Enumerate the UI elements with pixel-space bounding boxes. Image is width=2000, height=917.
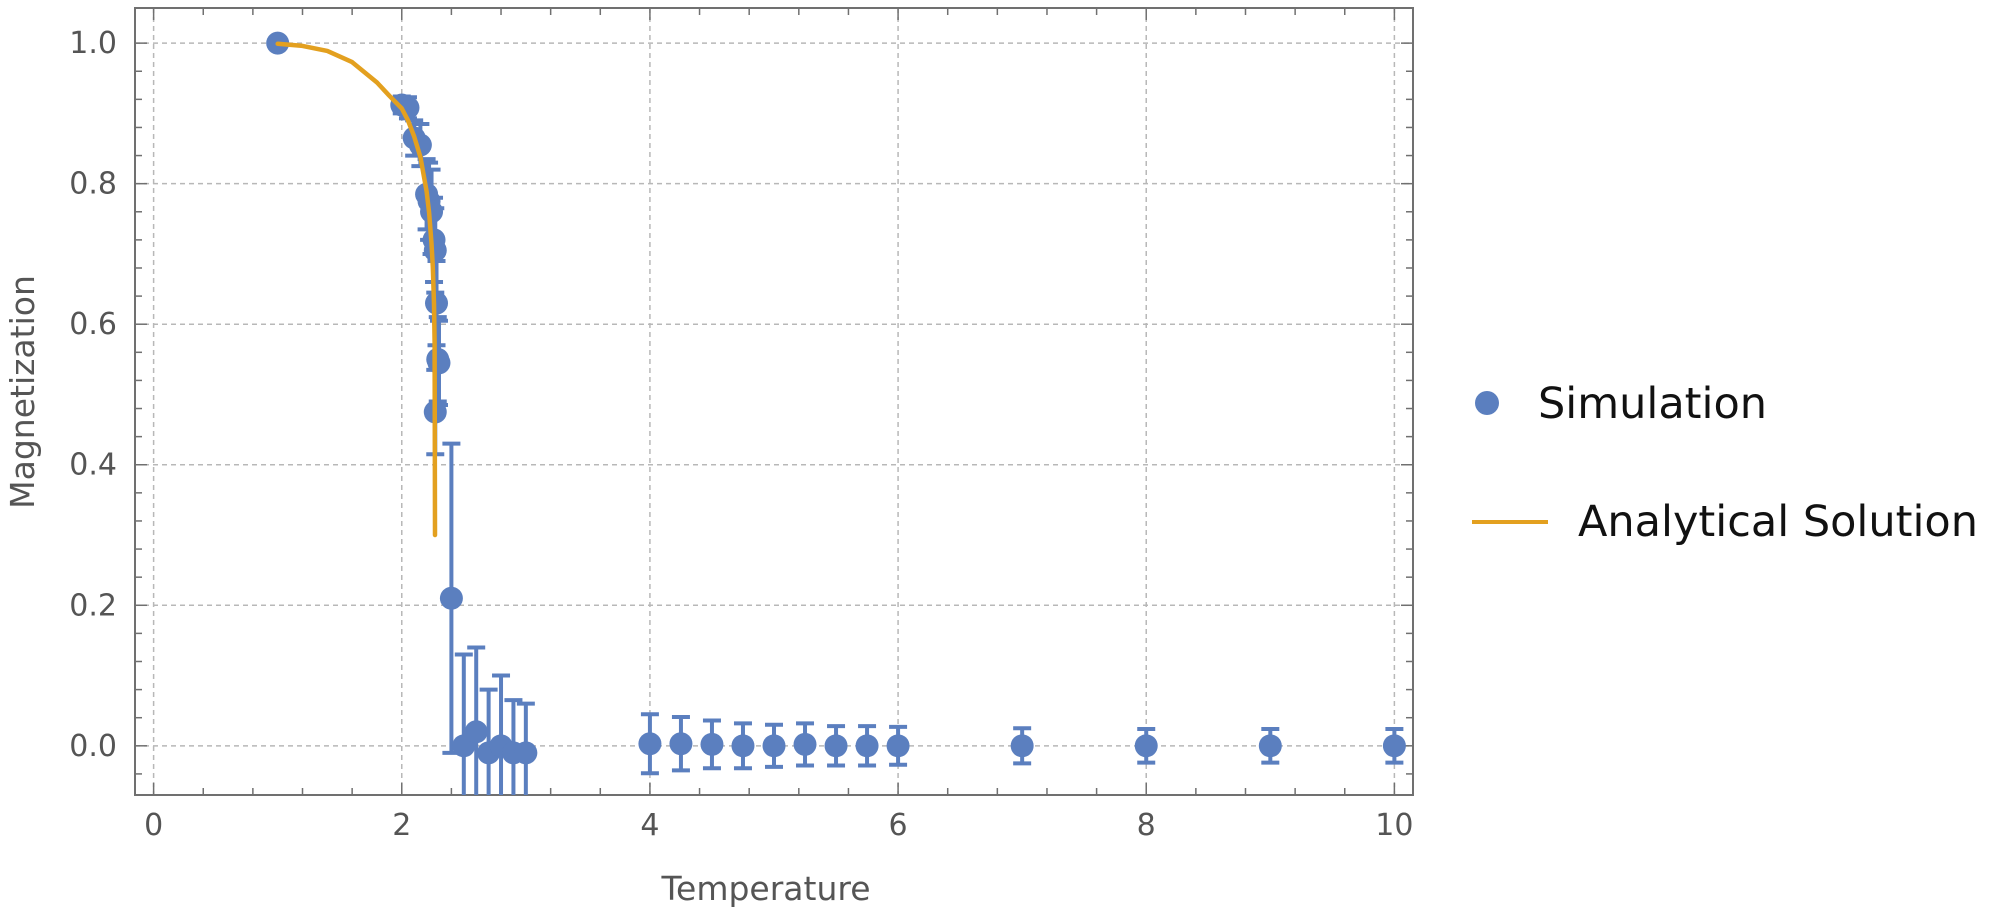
simulation-point-29 xyxy=(886,734,910,758)
y-axis-label: Magnetization xyxy=(3,275,42,509)
simulation-point-10 xyxy=(425,291,449,315)
y-tick-label-2: 0.4 xyxy=(69,448,117,483)
simulation-point-7 xyxy=(420,200,444,224)
simulation-point-20 xyxy=(514,741,538,765)
simulation-point-33 xyxy=(1382,734,1406,758)
simulation-point-31 xyxy=(1134,734,1158,758)
x-tick-label-1: 2 xyxy=(392,808,411,843)
legend-analytical-label: Analytical Solution xyxy=(1578,497,1978,547)
y-tick-label-5: 1.0 xyxy=(69,26,117,61)
simulation-point-21 xyxy=(638,732,662,756)
simulation-point-27 xyxy=(824,734,848,758)
y-tick-label-1: 0.2 xyxy=(69,588,117,623)
x-tick-label-2: 4 xyxy=(640,808,659,843)
y-tick-label-0: 0.0 xyxy=(69,729,117,764)
simulation-point-28 xyxy=(855,734,879,758)
y-tick-label-4: 0.8 xyxy=(69,167,117,202)
legend-simulation-label: Simulation xyxy=(1538,379,1767,429)
plot-frame-rect xyxy=(134,7,1414,796)
x-axis-label: Temperature xyxy=(660,869,870,908)
y-tick-label-3: 0.6 xyxy=(69,307,117,342)
simulation-point-14 xyxy=(439,586,463,610)
simulation-point-23 xyxy=(700,732,724,756)
tick-marks xyxy=(135,8,1413,795)
simulation-point-32 xyxy=(1258,734,1282,758)
x-tick-label-5: 10 xyxy=(1375,808,1413,843)
x-tick-label-4: 8 xyxy=(1137,808,1156,843)
simulation-point-9 xyxy=(423,238,447,262)
grid-layer xyxy=(135,8,1413,795)
x-tick-label-3: 6 xyxy=(889,808,908,843)
x-tick-label-0: 0 xyxy=(144,808,163,843)
simulation-point-24 xyxy=(731,734,755,758)
plot-frame xyxy=(134,7,1414,796)
simulation-point-25 xyxy=(762,734,786,758)
analytical-curve-layer xyxy=(275,41,438,538)
simulation-point-22 xyxy=(669,732,693,756)
legend: Simulation Analytical Solution xyxy=(1472,379,1978,547)
simulation-point-16 xyxy=(464,720,488,744)
simulation-point-12 xyxy=(427,351,451,375)
analytical-solution-line xyxy=(275,41,438,538)
simulation-point-26 xyxy=(793,732,817,756)
tick-labels: 0 2 4 6 8 10 0.0 0.2 0.4 0.6 0.8 1.0 xyxy=(69,26,1413,843)
legend-simulation-marker xyxy=(1475,391,1499,415)
simulation-point-30 xyxy=(1010,734,1034,758)
